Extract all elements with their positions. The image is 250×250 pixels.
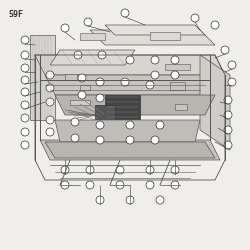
Circle shape xyxy=(61,24,69,32)
Circle shape xyxy=(61,166,69,174)
Circle shape xyxy=(46,128,54,136)
Bar xyxy=(165,64,190,70)
Circle shape xyxy=(151,136,159,144)
Circle shape xyxy=(21,128,29,136)
Bar xyxy=(65,74,77,80)
Polygon shape xyxy=(55,95,215,115)
Circle shape xyxy=(21,51,29,59)
Polygon shape xyxy=(200,55,230,150)
Circle shape xyxy=(46,71,54,79)
Polygon shape xyxy=(45,142,215,158)
Circle shape xyxy=(96,121,104,129)
Circle shape xyxy=(84,18,92,26)
Circle shape xyxy=(171,71,179,79)
Circle shape xyxy=(146,181,154,189)
Circle shape xyxy=(171,56,179,64)
Circle shape xyxy=(78,74,86,82)
Circle shape xyxy=(191,14,199,22)
Circle shape xyxy=(78,91,86,99)
Polygon shape xyxy=(55,120,200,142)
Circle shape xyxy=(146,166,154,174)
Circle shape xyxy=(96,94,104,102)
Circle shape xyxy=(96,196,104,204)
Circle shape xyxy=(126,196,134,204)
Circle shape xyxy=(21,76,29,84)
Circle shape xyxy=(98,51,106,59)
Circle shape xyxy=(61,181,69,189)
Circle shape xyxy=(96,78,104,86)
Bar xyxy=(170,82,185,90)
Circle shape xyxy=(221,46,229,54)
Polygon shape xyxy=(40,140,220,160)
Circle shape xyxy=(156,121,164,129)
Circle shape xyxy=(21,36,29,44)
Polygon shape xyxy=(35,55,225,75)
Circle shape xyxy=(211,21,219,29)
Polygon shape xyxy=(45,75,225,95)
Circle shape xyxy=(21,141,29,149)
Circle shape xyxy=(121,9,129,17)
Circle shape xyxy=(171,166,179,174)
Circle shape xyxy=(46,116,54,124)
Circle shape xyxy=(21,88,29,96)
Bar xyxy=(70,100,90,105)
Circle shape xyxy=(21,64,29,72)
Circle shape xyxy=(21,114,29,122)
Circle shape xyxy=(46,84,54,92)
Circle shape xyxy=(224,126,232,134)
Polygon shape xyxy=(95,105,115,130)
Circle shape xyxy=(228,78,236,86)
Bar xyxy=(80,85,90,90)
Polygon shape xyxy=(30,35,55,120)
Circle shape xyxy=(71,118,79,126)
Circle shape xyxy=(126,56,134,64)
Bar xyxy=(80,33,105,40)
Bar xyxy=(175,104,187,110)
Circle shape xyxy=(116,181,124,189)
Circle shape xyxy=(146,81,154,89)
Circle shape xyxy=(224,111,232,119)
Circle shape xyxy=(126,121,134,129)
Circle shape xyxy=(74,51,82,59)
Circle shape xyxy=(96,136,104,144)
Circle shape xyxy=(228,61,236,69)
Circle shape xyxy=(71,134,79,142)
Circle shape xyxy=(86,166,94,174)
Circle shape xyxy=(21,101,29,109)
Circle shape xyxy=(224,96,232,104)
Text: 59F: 59F xyxy=(8,10,23,19)
Circle shape xyxy=(126,136,134,144)
Circle shape xyxy=(121,78,129,86)
Circle shape xyxy=(224,141,232,149)
Circle shape xyxy=(86,181,94,189)
Circle shape xyxy=(116,166,124,174)
Polygon shape xyxy=(90,30,215,45)
Circle shape xyxy=(156,196,164,204)
Bar xyxy=(150,32,180,40)
Polygon shape xyxy=(105,25,205,35)
Circle shape xyxy=(151,71,159,79)
Polygon shape xyxy=(105,95,140,120)
Polygon shape xyxy=(50,50,135,65)
Circle shape xyxy=(151,56,159,64)
Circle shape xyxy=(171,181,179,189)
Circle shape xyxy=(46,98,54,106)
